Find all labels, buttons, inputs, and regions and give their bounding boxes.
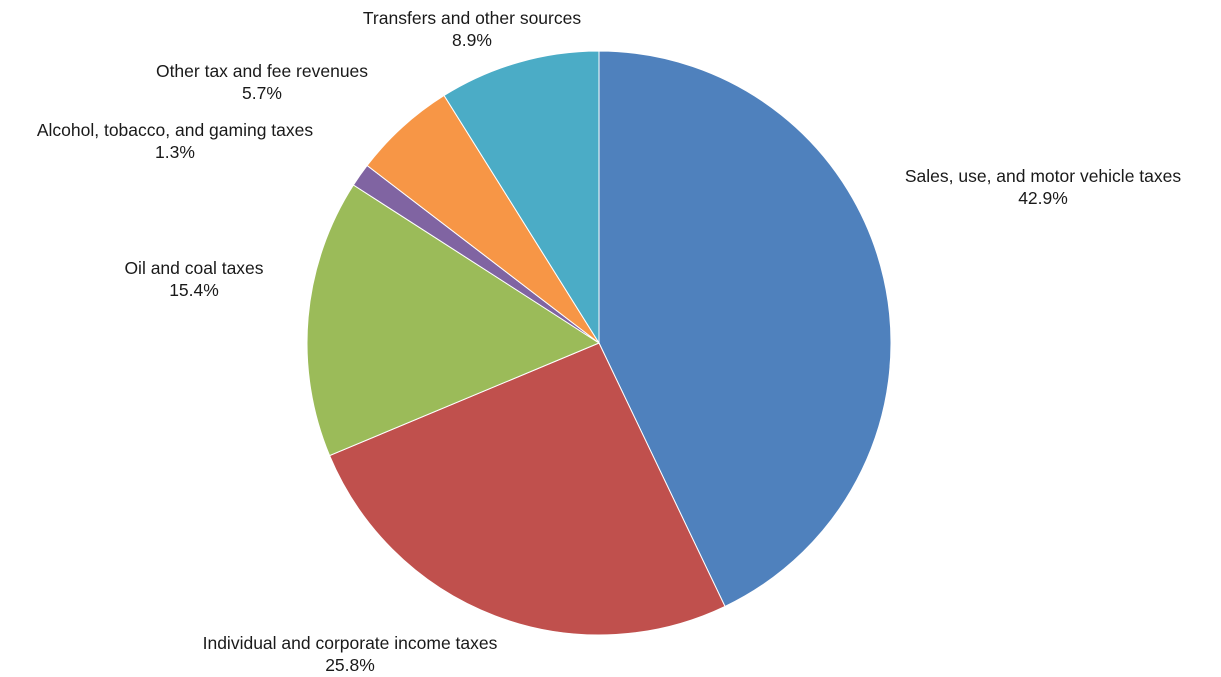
slice-value-transfers-other: 8.9%: [452, 30, 492, 50]
slice-label-other-tax-fee: Other tax and fee revenues: [156, 61, 368, 81]
slice-label-income-taxes: Individual and corporate income taxes: [203, 633, 498, 653]
slice-value-alcohol-tobacco-gaming: 1.3%: [155, 142, 195, 162]
pie-slice-transfers-other: [443, 50, 600, 345]
pie-slice-oil-coal: [306, 184, 601, 457]
slice-value-sales-use-motor: 42.9%: [1018, 188, 1068, 208]
slice-value-oil-coal: 15.4%: [169, 280, 219, 300]
pie-slice-income-taxes: [328, 342, 726, 636]
slice-label-sales-use-motor: Sales, use, and motor vehicle taxes: [905, 166, 1182, 186]
slice-value-other-tax-fee: 5.7%: [242, 83, 282, 103]
slice-label-transfers-other: Transfers and other sources: [363, 8, 581, 28]
pie-slice-sales-use-motor: [598, 50, 892, 608]
pie-labels: Sales, use, and motor vehicle taxes42.9%…: [37, 8, 1182, 675]
slice-value-income-taxes: 25.8%: [325, 655, 375, 675]
pie-slices: [306, 50, 892, 636]
slice-label-alcohol-tobacco-gaming: Alcohol, tobacco, and gaming taxes: [37, 120, 314, 140]
slice-label-oil-coal: Oil and coal taxes: [124, 258, 263, 278]
